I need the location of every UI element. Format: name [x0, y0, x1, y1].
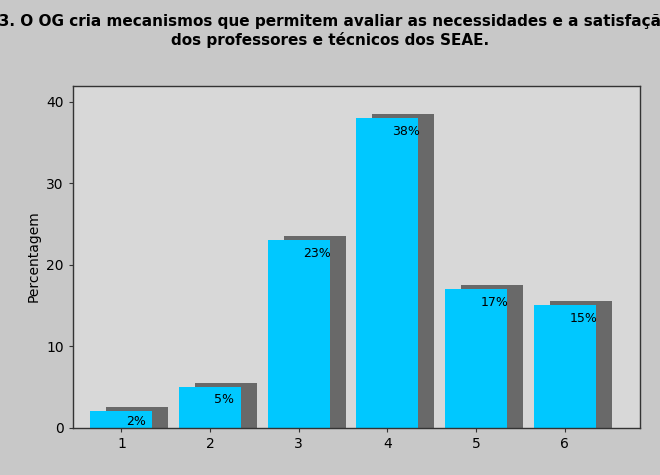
Bar — [356, 118, 418, 428]
Text: 23%: 23% — [303, 247, 331, 260]
Text: 23. O OG cria mecanismos que permitem avaliar as necessidades e a satisfação
dos: 23. O OG cria mecanismos que permitem av… — [0, 14, 660, 48]
Bar — [268, 240, 330, 428]
Bar — [534, 305, 596, 428]
Bar — [445, 289, 507, 428]
Bar — [90, 411, 152, 428]
Bar — [461, 285, 523, 428]
Text: 38%: 38% — [392, 124, 420, 138]
Bar — [550, 301, 612, 428]
Bar — [179, 387, 241, 428]
Bar — [284, 236, 346, 428]
Y-axis label: Percentagem: Percentagem — [26, 210, 40, 303]
Text: 2%: 2% — [126, 415, 146, 428]
Text: 5%: 5% — [214, 393, 234, 406]
Text: 17%: 17% — [480, 295, 508, 309]
Bar — [372, 114, 434, 428]
Bar — [195, 383, 257, 428]
Bar — [106, 407, 168, 428]
Text: 15%: 15% — [569, 312, 597, 325]
